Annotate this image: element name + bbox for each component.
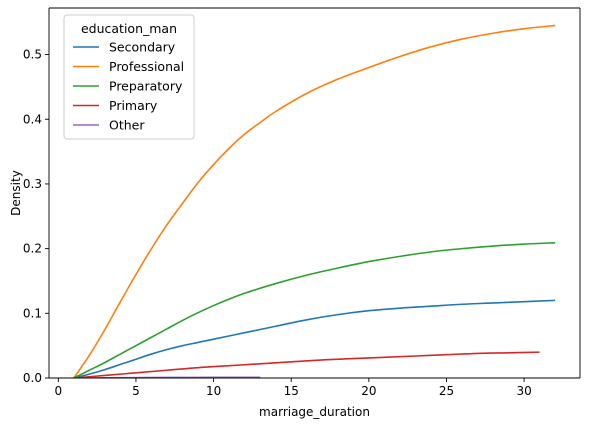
x-tick-label: 30 xyxy=(516,384,531,398)
series-line-secondary xyxy=(73,299,556,378)
y-tick-label: 0.0 xyxy=(23,371,42,385)
legend: education_man Secondary Professional Prepa… xyxy=(63,14,195,140)
y-tick-label: 0.4 xyxy=(23,112,42,126)
x-tick-label: 0 xyxy=(54,384,62,398)
x-tick-label: 15 xyxy=(284,384,299,398)
x-tick-label: 5 xyxy=(132,384,140,398)
x-tick-label: 25 xyxy=(439,384,454,398)
x-tick-label: 10 xyxy=(206,384,221,398)
series-line-preparatory xyxy=(73,242,556,378)
y-axis-label: Density xyxy=(9,170,23,216)
legend-label-primary: Primary xyxy=(109,98,158,113)
series-layer xyxy=(73,24,556,378)
series-line-professional xyxy=(73,24,556,378)
series-line-primary xyxy=(73,351,540,378)
legend-label-preparatory: Preparatory xyxy=(109,79,183,94)
x-tick-label: 20 xyxy=(361,384,376,398)
legend-label-secondary: Secondary xyxy=(109,40,176,55)
legend-label-other: Other xyxy=(109,118,145,133)
y-tick-label: 0.2 xyxy=(23,242,42,256)
y-tick-label: 0.3 xyxy=(23,177,42,191)
legend-label-professional: Professional xyxy=(109,59,184,74)
y-tick-label: 0.5 xyxy=(23,48,42,62)
x-axis-label: marriage_duration xyxy=(259,405,370,419)
axes-layer: 0 5 10 15 20 25 30 0.0 0.1 0.2 0.3 0.4 0.5 xyxy=(23,7,581,398)
legend-title: education_man xyxy=(81,21,177,36)
legend-frame xyxy=(63,14,195,140)
y-tick-label: 0.1 xyxy=(23,306,42,320)
